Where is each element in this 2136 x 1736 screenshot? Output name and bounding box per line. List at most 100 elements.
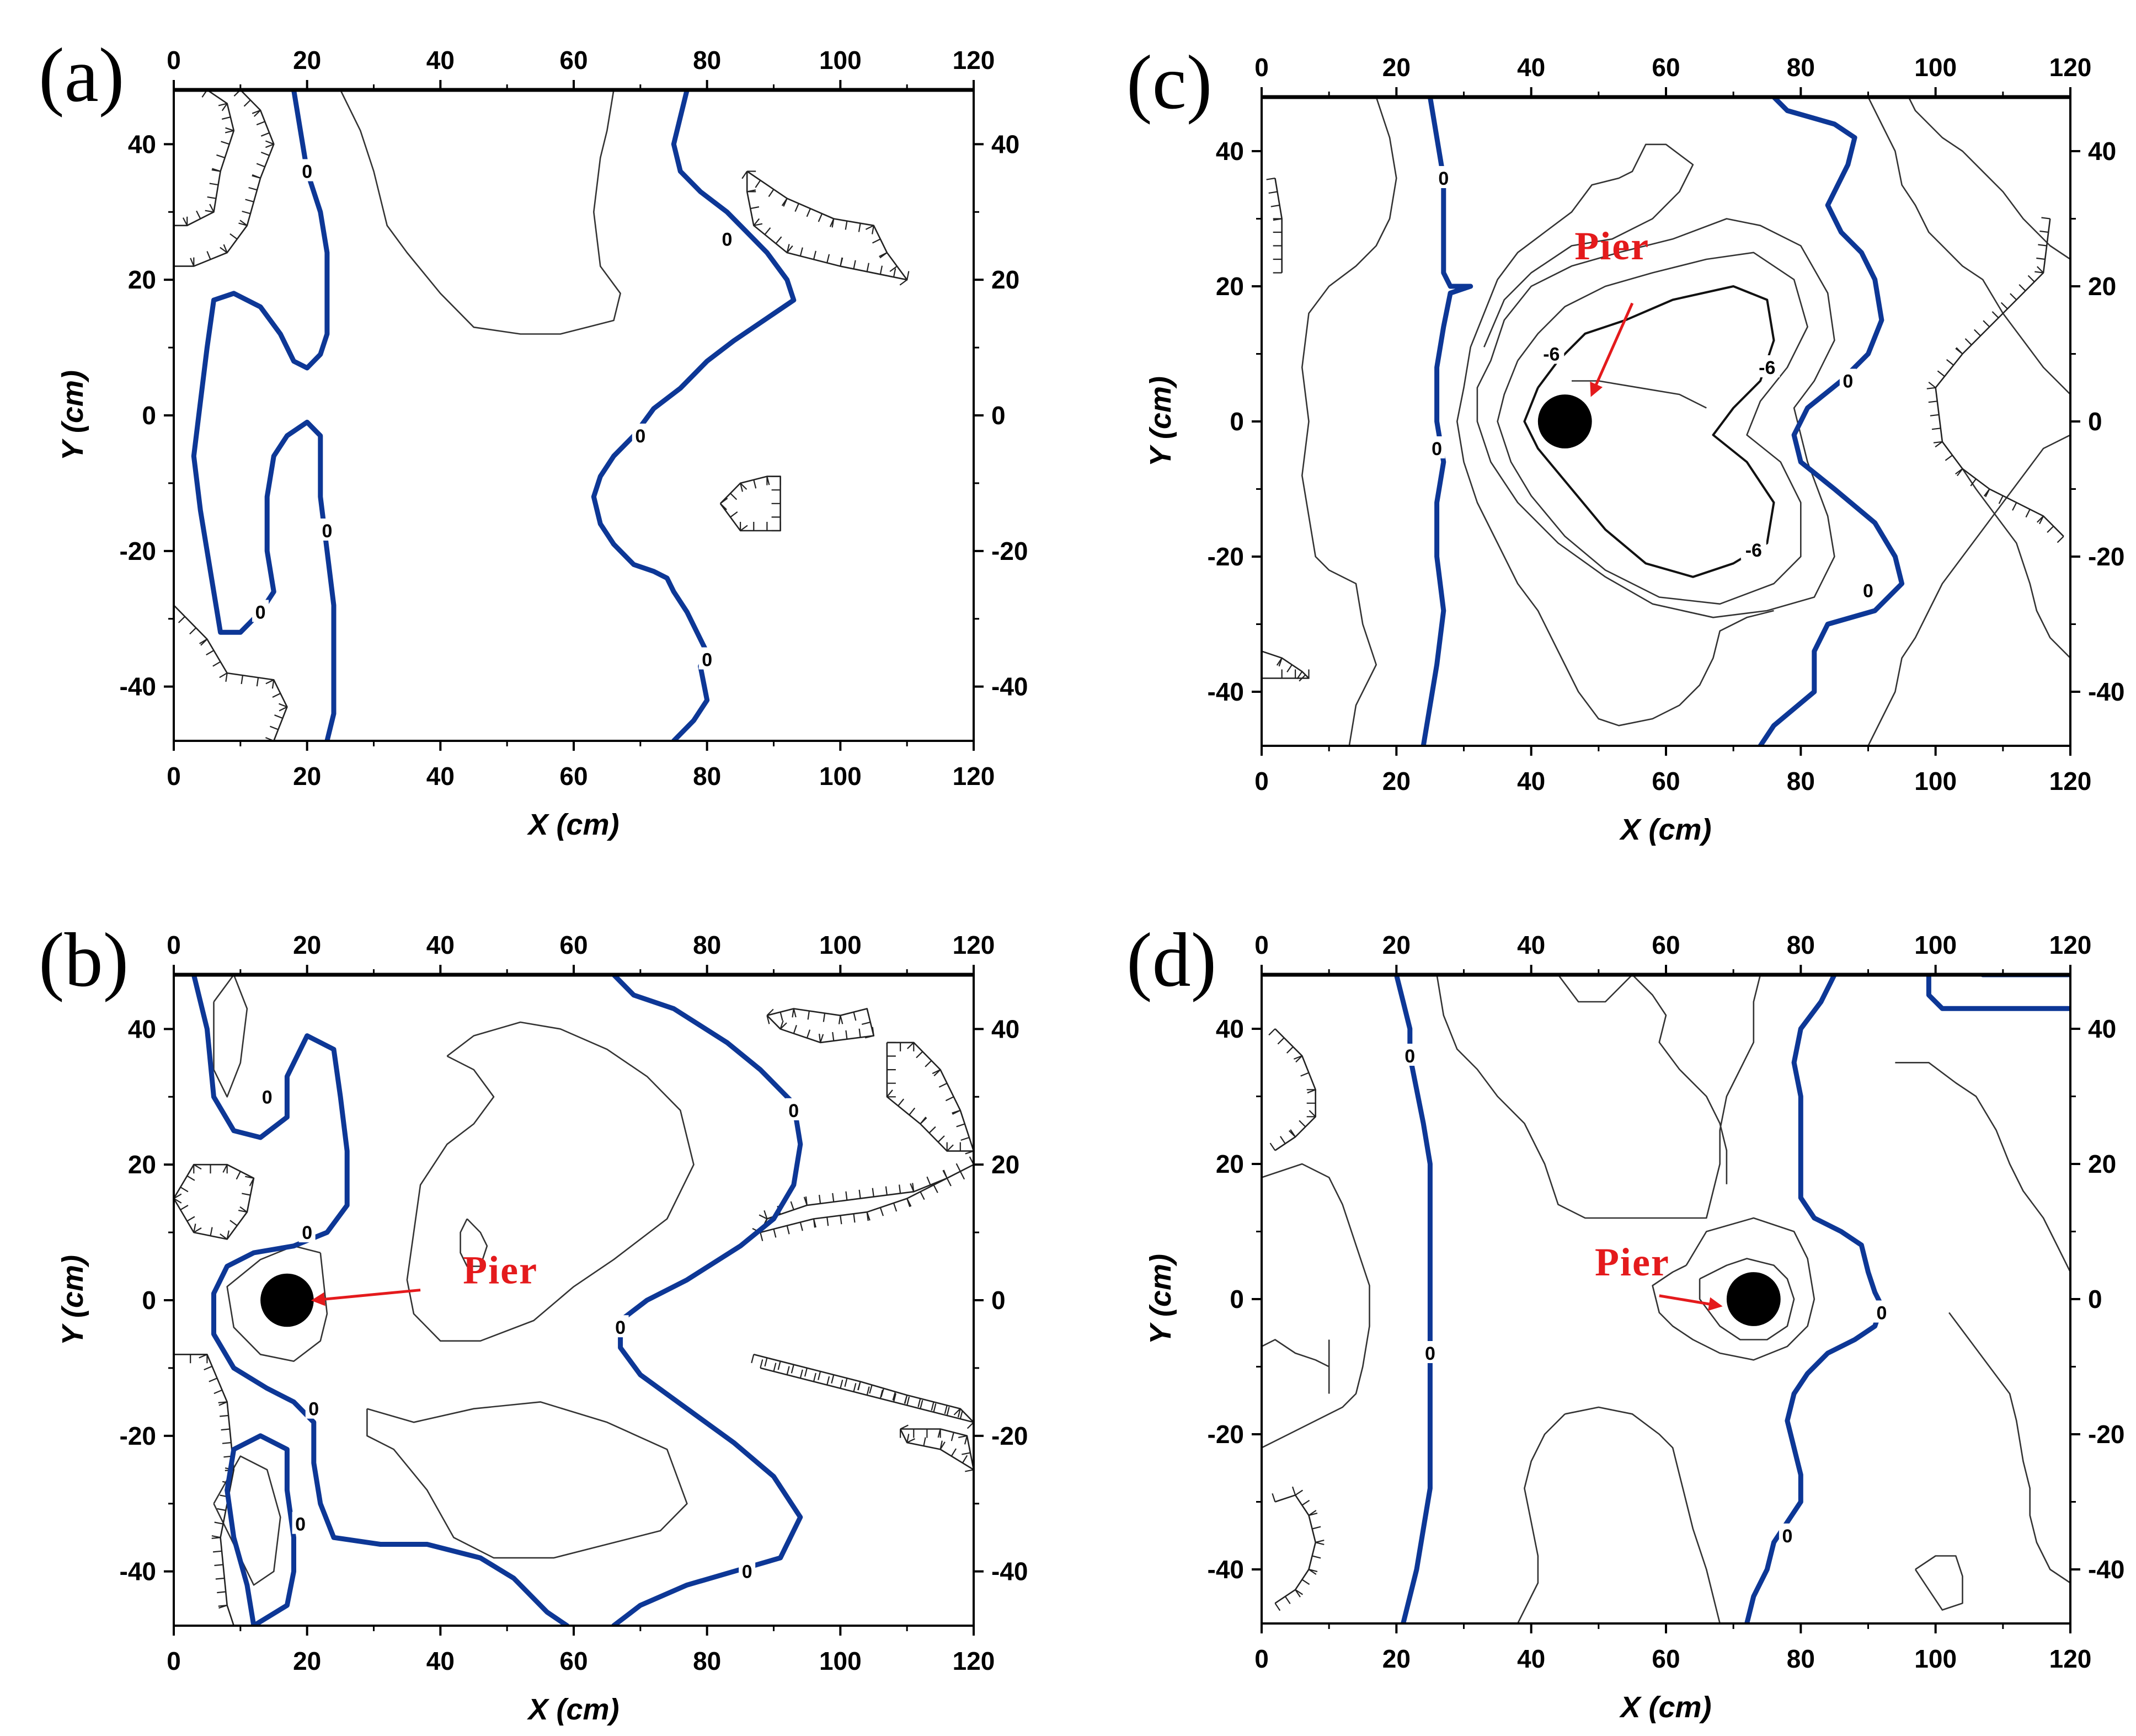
zero-contour-line — [191, 90, 337, 741]
svg-text:0: 0 — [788, 1101, 799, 1121]
y-tick-label-right: 0 — [2088, 1285, 2102, 1313]
y-tick-label-right: 40 — [991, 130, 1019, 158]
svg-text:0: 0 — [302, 162, 312, 183]
x-tick-label-top: 120 — [2049, 931, 2092, 959]
thin-contour-line — [1908, 97, 2070, 260]
hatched-contour — [1266, 177, 1283, 274]
y-tick-label: 40 — [1216, 137, 1244, 165]
hatched-contour — [174, 90, 275, 267]
contour-label: 0 — [1428, 436, 1445, 460]
y-tick-label-right: -20 — [991, 1422, 1028, 1450]
contour-label: 0 — [698, 647, 715, 671]
contour-label: 0 — [1873, 1300, 1890, 1324]
y-tick-label: 0 — [142, 401, 156, 430]
svg-text:0: 0 — [1863, 580, 1873, 601]
thin-contour-line — [1652, 1217, 1815, 1361]
x-tick-label: 40 — [426, 762, 455, 790]
panel-b: (b) 0 0 0 0 0 0 0 Pier 0 0 20 20 40 40 60 60 80 80 100 100 12… — [39, 917, 1028, 1726]
x-tick-label: 100 — [1914, 767, 1957, 795]
svg-text:-6: -6 — [1759, 357, 1775, 378]
x-tick-label: 100 — [819, 1647, 862, 1675]
y-axis-title: Y (cm) — [56, 370, 89, 461]
x-tick-label-top: 60 — [559, 46, 588, 74]
x-tick-label-top: 100 — [1914, 931, 1957, 959]
plot-area: 0 0 0 0 — [1262, 975, 2070, 1623]
x-axis-title: X (cm) — [1619, 1691, 1711, 1724]
panel-label: (a) — [39, 33, 124, 118]
thin-contour-line — [1497, 252, 1808, 605]
contour-label: -6 — [1740, 537, 1766, 561]
svg-text:0: 0 — [635, 426, 645, 447]
svg-text:0: 0 — [615, 1317, 626, 1338]
x-tick-label: 0 — [167, 1647, 181, 1675]
x-tick-label: 120 — [953, 1647, 995, 1675]
y-tick-label: 0 — [1230, 407, 1244, 436]
x-tick-label-top: 20 — [1382, 931, 1411, 959]
y-tick-label: -40 — [1208, 677, 1244, 706]
y-tick-label-right: 0 — [991, 1286, 1006, 1315]
y-tick-label: 40 — [128, 130, 156, 158]
x-tick-label: 60 — [559, 1647, 588, 1675]
pier-arrow — [1590, 302, 1634, 397]
thin-contour-line — [1436, 975, 1761, 1219]
svg-text:0: 0 — [255, 602, 266, 623]
hatched-contour — [719, 476, 781, 532]
x-tick-label-top: 40 — [1517, 53, 1545, 82]
svg-text:0: 0 — [308, 1399, 319, 1420]
svg-text:0: 0 — [1782, 1526, 1792, 1547]
thin-contour-line — [1456, 143, 1774, 727]
thin-contour-line — [1948, 1312, 2070, 1584]
contour-label: 0 — [259, 1085, 276, 1108]
thin-contour-line — [1262, 1163, 1370, 1449]
y-tick-label-right: -20 — [2088, 542, 2124, 571]
hatched-contour — [1262, 650, 1310, 682]
thin-contour-line — [1631, 975, 1728, 1184]
y-tick-label-right: -40 — [991, 672, 1028, 701]
x-tick-label-top: 80 — [1787, 53, 1815, 82]
svg-text:0: 0 — [1438, 168, 1449, 189]
svg-text:-6: -6 — [1745, 540, 1762, 561]
x-axis-title: X (cm) — [526, 1693, 619, 1726]
contour-label: 0 — [1435, 166, 1452, 189]
y-tick-label: -40 — [120, 1557, 156, 1586]
svg-text:0: 0 — [1843, 371, 1853, 392]
plot-area: 0 0 0 0 0 0 0 — [174, 975, 974, 1626]
thin-contour-line — [1564, 1406, 1721, 1623]
hatched-contour — [899, 1424, 974, 1472]
x-tick-label-top: 100 — [819, 931, 862, 959]
x-tick-label: 80 — [693, 1647, 721, 1675]
hatched-contour — [741, 170, 910, 286]
x-tick-label: 20 — [1382, 767, 1411, 795]
x-tick-label-top: 100 — [819, 46, 862, 74]
thin-contour-line — [1867, 434, 2070, 746]
x-tick-label: 120 — [953, 762, 995, 790]
zero-contour-line — [1421, 97, 1473, 746]
svg-text:0: 0 — [722, 229, 732, 250]
x-tick-label-top: 80 — [693, 931, 721, 959]
thin-contour-line — [1517, 1413, 1566, 1623]
y-tick-label-right: 40 — [2088, 1014, 2116, 1043]
contour-label: 0 — [785, 1098, 802, 1121]
x-tick-label-top: 0 — [167, 931, 181, 959]
y-tick-label-right: 20 — [991, 1150, 1019, 1179]
y-tick-label: -20 — [1208, 1420, 1244, 1449]
y-axis-title: Y (cm) — [1144, 376, 1177, 467]
pier-marker — [1537, 394, 1592, 448]
y-tick-label-right: 20 — [991, 265, 1019, 294]
svg-text:0: 0 — [742, 1562, 752, 1583]
y-tick-label-right: -40 — [2088, 677, 2124, 706]
x-tick-label: 20 — [1382, 1644, 1411, 1673]
svg-text:0: 0 — [262, 1087, 273, 1108]
contour-label: 0 — [298, 159, 316, 183]
x-tick-label: 0 — [1254, 767, 1269, 795]
y-tick-label: -20 — [120, 1422, 156, 1450]
y-tick-label: 40 — [128, 1014, 156, 1043]
panel-a: (a) 0 0 0 0 0 0 0 0 20 20 40 40 60 60 80 80 100 100 120 120 4… — [39, 33, 1028, 841]
y-tick-label: -20 — [120, 537, 156, 565]
neg-contour-line — [1523, 285, 1775, 578]
x-tick-label-top: 40 — [426, 46, 455, 74]
contour-label: -6 — [1539, 341, 1564, 365]
zero-contour-line — [1758, 97, 1905, 746]
thin-contour-line — [339, 90, 621, 335]
contour-label: 0 — [718, 227, 735, 250]
